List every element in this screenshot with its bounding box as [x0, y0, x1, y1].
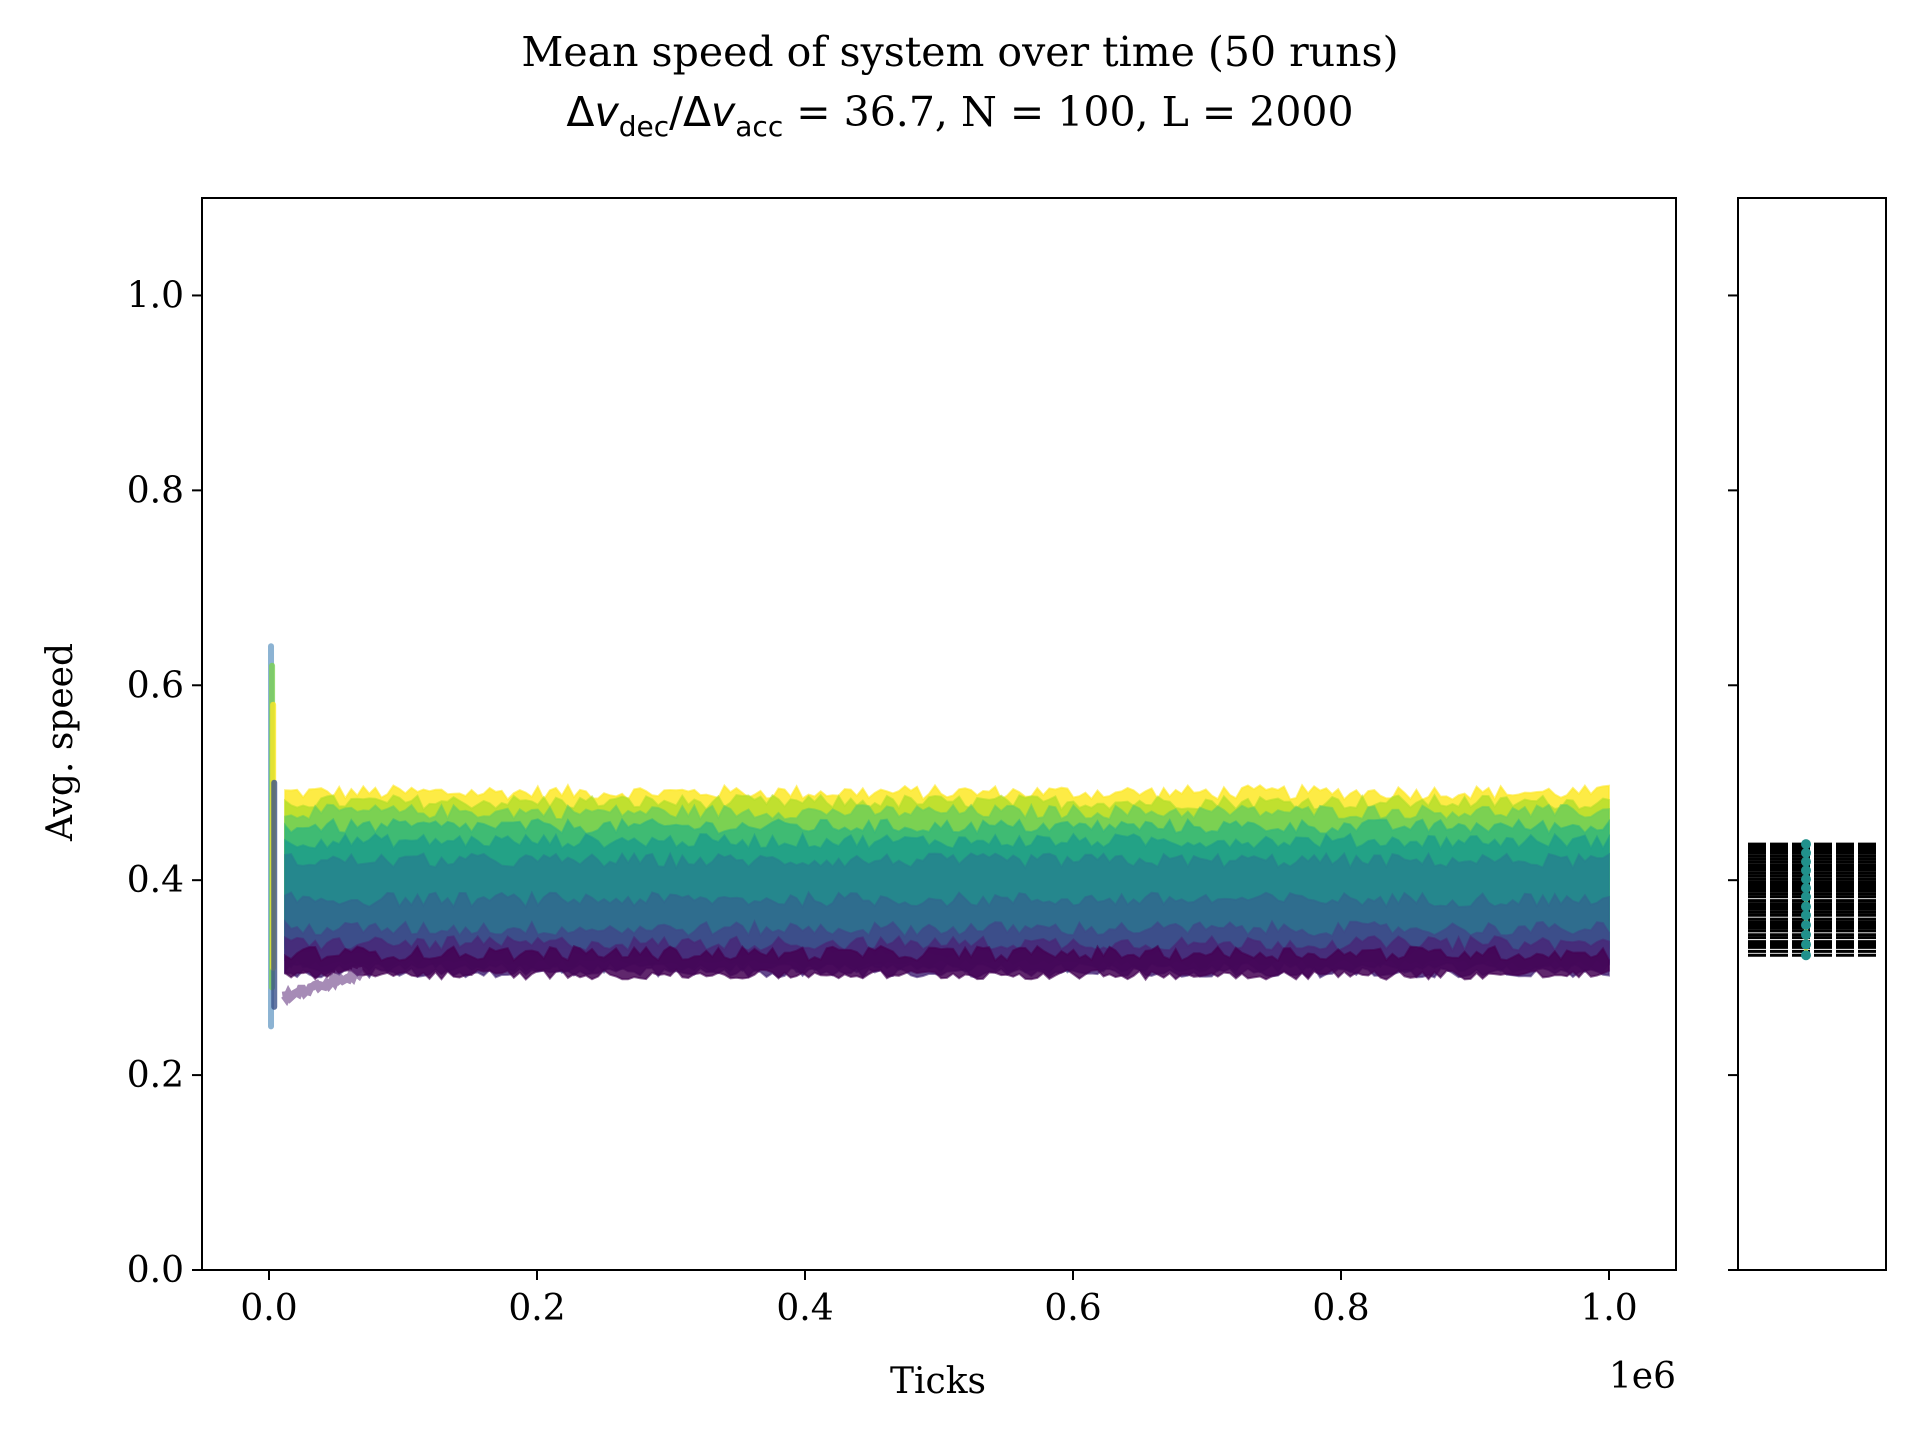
- chart-subtitle: Δvdec/Δvacc = 36.7, N = 100, L = 2000: [566, 88, 1353, 143]
- y-tick-label-5: 1.0: [127, 275, 184, 316]
- y-axis-label: Avg. speed: [40, 643, 81, 842]
- subtitle-sub-dec: dec: [619, 110, 669, 143]
- series-band-9: [284, 944, 1610, 982]
- subtitle-delta-1: Δ: [566, 88, 594, 136]
- final-speed-marker-24: [1801, 874, 1811, 885]
- final-speed-marker-36: [1801, 839, 1811, 850]
- subtitle-slash: /: [669, 88, 683, 136]
- subtitle-sub-acc: acc: [735, 110, 783, 143]
- x-tick-label-5: 1.0: [1580, 1288, 1637, 1329]
- series-settling-tail: [281, 966, 365, 1007]
- final-speed-marker-3: [1801, 939, 1811, 950]
- final-speed-marker-15: [1801, 901, 1811, 912]
- final-speed-marker-18: [1801, 891, 1811, 902]
- final-speed-marker-6: [1801, 929, 1811, 940]
- y-tick-label-0: 0.0: [127, 1250, 184, 1291]
- final-speed-marker-12: [1801, 910, 1811, 921]
- x-tick-label-3: 0.6: [1044, 1288, 1101, 1329]
- final-speed-marker-27: [1801, 865, 1811, 876]
- subtitle-v-2: v: [711, 88, 736, 136]
- y-tick-label-1: 0.2: [127, 1055, 184, 1096]
- main-plot: 0.0 0.2 0.4 0.6 0.8 1.0 0.0 0.2 0.4 0.6 0.8 1.0: [127, 197, 1677, 1329]
- x-axis-label: Ticks: [890, 1361, 986, 1402]
- final-speed-marker-9: [1801, 920, 1811, 931]
- x-tick-label-1: 0.2: [508, 1288, 565, 1329]
- x-offset-text: 1e6: [1609, 1356, 1676, 1397]
- x-tick-label-2: 0.4: [776, 1288, 833, 1329]
- y-tick-label-2: 0.4: [127, 860, 184, 901]
- main-axes-frame: [201, 197, 1677, 1271]
- side-plot: [1728, 197, 1887, 1271]
- final-speed-marker-33: [1801, 847, 1811, 858]
- chart-title: Mean speed of system over time (50 runs): [521, 28, 1398, 76]
- subtitle-rest: = 36.7, N = 100, L = 2000: [783, 88, 1353, 136]
- subtitle-v-1: v: [594, 88, 619, 136]
- final-speed-marker-30: [1801, 856, 1811, 867]
- x-tick-label-0: 0.0: [240, 1288, 297, 1329]
- final-speed-marker-0: [1801, 950, 1811, 961]
- y-tick-label-4: 0.8: [127, 470, 184, 511]
- subtitle-delta-2: Δ: [683, 88, 711, 136]
- final-speed-marker-21: [1801, 882, 1811, 893]
- x-tick-label-4: 0.8: [1312, 1288, 1369, 1329]
- side-axes-frame: [1737, 197, 1887, 1271]
- y-tick-label-3: 0.6: [127, 665, 184, 706]
